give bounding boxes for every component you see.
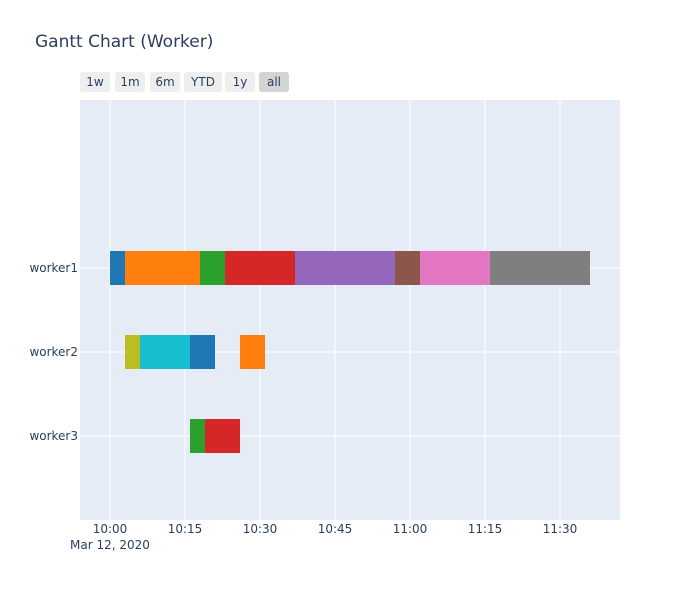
x-tick-label: 10:45 [318, 522, 353, 536]
task-bar [295, 251, 395, 285]
task-bar [395, 251, 420, 285]
task-bar [225, 251, 295, 285]
task-bar [110, 251, 125, 285]
task-bar [125, 251, 200, 285]
task-bar [240, 335, 265, 369]
chart-title: Gantt Chart (Worker) [35, 32, 214, 52]
task-bar [140, 335, 190, 369]
x-tick-label: 10:15 [168, 522, 203, 536]
task-bar [200, 251, 225, 285]
range-button-1m[interactable]: 1m [115, 72, 145, 92]
task-bar [205, 419, 240, 453]
task-bar [125, 335, 140, 369]
x-tick-label: 11:15 [468, 522, 503, 536]
x-tick-label: 11:30 [543, 522, 578, 536]
y-tick-label: worker3 [29, 429, 78, 443]
task-bar [190, 419, 205, 453]
range-button-ytd[interactable]: YTD [184, 72, 222, 92]
x-date-label: Mar 12, 2020 [70, 538, 150, 552]
range-button-1w[interactable]: 1w [80, 72, 110, 92]
range-button-1y[interactable]: 1y [225, 72, 255, 92]
task-bar [190, 335, 215, 369]
plot-area [80, 100, 620, 520]
x-tick-label: 11:00 [393, 522, 428, 536]
y-tick-label: worker1 [29, 261, 78, 275]
range-button-all[interactable]: all [259, 72, 289, 92]
x-tick-label: 10:00 [93, 522, 128, 536]
task-bar [420, 251, 490, 285]
y-tick-label: worker2 [29, 345, 78, 359]
task-bar [490, 251, 590, 285]
range-button-6m[interactable]: 6m [150, 72, 180, 92]
x-tick-label: 10:30 [243, 522, 278, 536]
